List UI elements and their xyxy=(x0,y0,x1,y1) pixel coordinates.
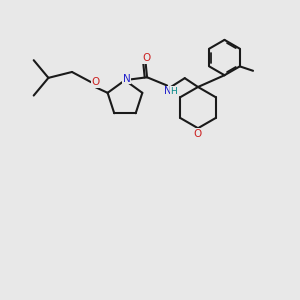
Text: N: N xyxy=(164,86,172,96)
Text: O: O xyxy=(142,53,150,63)
Text: H: H xyxy=(170,87,177,96)
Text: N: N xyxy=(123,74,130,84)
Text: O: O xyxy=(194,128,202,139)
Text: O: O xyxy=(92,77,100,87)
